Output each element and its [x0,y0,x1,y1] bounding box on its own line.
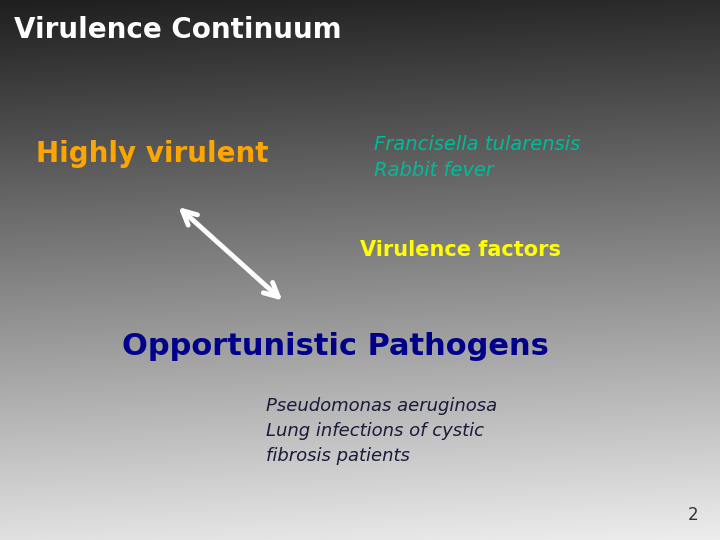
Text: Opportunistic Pathogens: Opportunistic Pathogens [122,332,549,361]
Text: Highly virulent: Highly virulent [36,140,269,168]
Text: Virulence Continuum: Virulence Continuum [14,16,342,44]
Text: Virulence factors: Virulence factors [360,240,561,260]
Text: 2: 2 [688,506,698,524]
Text: Pseudomonas aeruginosa
Lung infections of cystic
fibrosis patients: Pseudomonas aeruginosa Lung infections o… [266,397,498,465]
Text: Francisella tularensis
Rabbit fever: Francisella tularensis Rabbit fever [374,135,580,180]
